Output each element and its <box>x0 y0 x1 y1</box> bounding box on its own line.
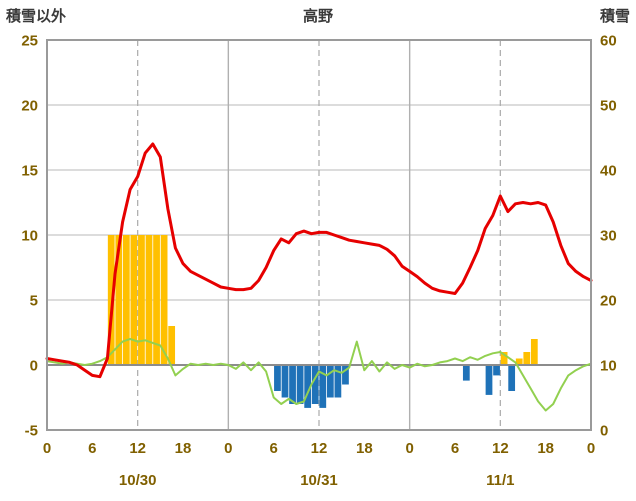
hour-tick-label: 6 <box>451 440 459 457</box>
blue-bars <box>334 365 342 398</box>
blue-bars <box>485 365 493 395</box>
orange-bars <box>168 326 176 365</box>
blue-bars <box>296 365 304 404</box>
blue-bars <box>289 365 296 404</box>
orange-bars <box>160 235 168 365</box>
blue-bars <box>493 365 500 376</box>
left-tick-label: 10 <box>21 228 38 245</box>
hour-tick-label: 0 <box>43 440 51 457</box>
red-line <box>45 142 593 379</box>
left-tick-label: 20 <box>21 98 38 115</box>
orange-bars <box>153 235 160 365</box>
right-axis-title: 積雪 <box>599 8 630 25</box>
green-line <box>46 338 592 412</box>
left-axis-title: 積雪以外 <box>6 8 67 25</box>
left-tick-label: 15 <box>21 163 38 180</box>
hour-tick-label: 0 <box>224 440 232 457</box>
right-tick-label: 60 <box>600 33 617 50</box>
right-tick-label: 50 <box>600 98 617 115</box>
orange-bars <box>145 235 153 365</box>
blue-bars <box>342 365 349 385</box>
date-label: 10/31 <box>300 472 338 489</box>
orange-bars <box>523 352 531 365</box>
orange-bars <box>515 358 523 365</box>
blue-bars <box>319 365 327 408</box>
blue-bars <box>508 365 516 391</box>
hour-tick-label: 18 <box>537 440 554 457</box>
right-tick-label: 40 <box>600 163 617 180</box>
right-tick-label: 10 <box>600 358 617 375</box>
right-tick-label: 20 <box>600 293 617 310</box>
orange-bars <box>138 235 145 365</box>
hour-tick-label: 6 <box>88 440 96 457</box>
blue-bars <box>326 365 334 398</box>
hour-tick-label: 6 <box>269 440 277 457</box>
orange-bars <box>500 352 508 365</box>
hour-tick-label: 12 <box>492 440 509 457</box>
orange-bars <box>130 235 138 365</box>
blue-bars <box>311 365 319 404</box>
blue-bars <box>304 365 312 408</box>
blue-bars <box>281 365 289 398</box>
date-label: 11/1 <box>486 472 514 489</box>
date-label: 10/30 <box>119 472 157 489</box>
plot-border <box>46 39 592 431</box>
hour-tick-label: 12 <box>129 440 146 457</box>
hour-tick-label: 18 <box>175 440 192 457</box>
orange-bars <box>530 339 538 365</box>
orange-bars <box>122 235 130 365</box>
left-tick-label: 5 <box>30 293 38 310</box>
hour-tick-label: 12 <box>311 440 328 457</box>
hour-tick-label: 18 <box>356 440 373 457</box>
left-tick-label: -5 <box>25 423 38 440</box>
right-tick-label: 30 <box>600 228 617 245</box>
orange-bars <box>115 235 123 365</box>
right-tick-label: 0 <box>600 423 608 440</box>
left-tick-label: 0 <box>30 358 38 375</box>
blue-bars <box>462 365 470 381</box>
blue-bars <box>274 365 281 391</box>
chart-title: 高野 <box>302 8 333 25</box>
left-tick-label: 25 <box>21 33 38 50</box>
hour-tick-label: 0 <box>587 440 595 457</box>
hour-tick-label: 0 <box>405 440 413 457</box>
